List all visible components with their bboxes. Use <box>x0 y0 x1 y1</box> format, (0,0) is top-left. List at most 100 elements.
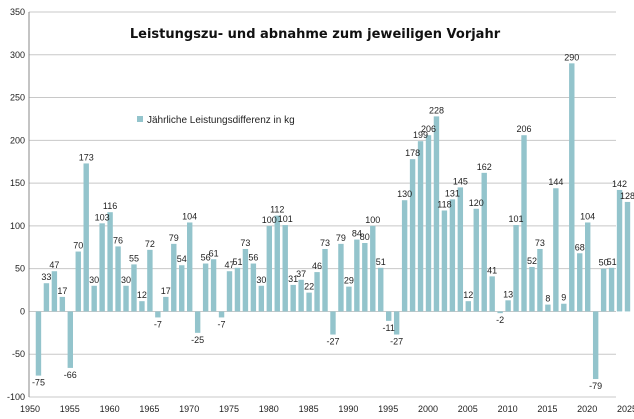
data-label: 12 <box>463 290 473 300</box>
y-tick-label: 250 <box>10 93 25 103</box>
data-label: 199 <box>413 130 428 140</box>
data-label: -66 <box>64 370 77 380</box>
bar <box>171 243 177 312</box>
bar <box>401 200 408 312</box>
bar <box>314 272 320 312</box>
data-label: 142 <box>612 179 627 189</box>
bar <box>147 249 153 312</box>
data-label: 13 <box>503 289 513 299</box>
bar <box>553 188 559 312</box>
data-label: 101 <box>509 214 524 224</box>
data-label: 100 <box>262 215 277 225</box>
bar <box>409 159 416 312</box>
data-label: -75 <box>32 378 45 388</box>
data-label: 100 <box>365 215 380 225</box>
bar <box>282 225 288 312</box>
legend-label: Jährliche Leistungsdifferenz in kg <box>147 115 295 126</box>
bar <box>250 263 257 312</box>
data-label: 47 <box>49 260 59 270</box>
bar <box>330 311 336 335</box>
bar <box>386 311 392 321</box>
y-tick-label: 350 <box>10 7 25 17</box>
bar <box>210 259 217 312</box>
bar <box>306 292 312 312</box>
bar <box>91 285 97 312</box>
x-tick-label: 2025 <box>617 404 634 414</box>
data-label: 12 <box>137 290 147 300</box>
bar <box>505 300 511 312</box>
data-label: 120 <box>469 198 484 208</box>
y-tick-label: 100 <box>10 221 25 231</box>
data-label: 51 <box>607 257 617 267</box>
bar <box>600 268 607 312</box>
bar <box>473 208 479 312</box>
bar <box>393 311 400 335</box>
bar <box>449 199 456 312</box>
bars <box>35 63 631 380</box>
bar <box>545 304 551 312</box>
bar <box>187 222 193 312</box>
bar <box>322 248 328 312</box>
data-label: -7 <box>218 319 226 329</box>
data-label: 29 <box>344 276 354 286</box>
data-label: -27 <box>390 337 403 347</box>
bar <box>155 311 161 318</box>
bar <box>75 251 81 312</box>
data-label: 9 <box>561 293 566 303</box>
x-tick-label: 1980 <box>259 404 279 414</box>
data-label: -7 <box>154 319 162 329</box>
x-tick-label: 2015 <box>537 404 557 414</box>
bar <box>433 116 440 312</box>
data-label: 76 <box>113 235 123 245</box>
data-label: 30 <box>256 275 266 285</box>
data-label: 73 <box>535 238 545 248</box>
bar <box>218 311 225 318</box>
bar <box>139 301 145 312</box>
data-label: 73 <box>320 238 330 248</box>
bar <box>624 201 631 312</box>
data-label: 79 <box>336 233 346 243</box>
bar <box>35 311 42 376</box>
bar <box>83 163 89 312</box>
x-tick-label: 1965 <box>139 404 159 414</box>
data-label: 145 <box>453 176 468 186</box>
bar <box>179 265 185 312</box>
data-label: -2 <box>496 315 504 325</box>
bar <box>59 296 66 312</box>
data-label: 52 <box>527 256 537 266</box>
data-label: 112 <box>270 205 284 215</box>
x-tick-label: 1950 <box>20 404 40 414</box>
x-tick-label: 1970 <box>179 404 199 414</box>
bar <box>51 271 58 312</box>
data-label: 131 <box>445 188 460 198</box>
data-label: 30 <box>89 275 99 285</box>
x-tick-label: 1995 <box>378 404 398 414</box>
data-label: -79 <box>589 381 602 391</box>
data-label: 50 <box>599 258 609 268</box>
data-label: 206 <box>517 124 532 134</box>
data-label: 130 <box>397 189 412 199</box>
x-axis-ticks: 1950 1955 1960 1965 1970 1975 1980 1985 1990 1995… <box>20 404 634 414</box>
bar <box>107 212 113 312</box>
bar <box>489 276 495 312</box>
data-label: 162 <box>477 162 492 172</box>
data-label: 46 <box>312 261 322 271</box>
bar <box>497 311 503 314</box>
y-tick-label: 0 <box>20 306 25 316</box>
bar <box>163 296 169 312</box>
bar <box>226 271 233 312</box>
data-label: 22 <box>304 282 314 292</box>
y-axis-ticks: -100 -50 0 50 100 150 200 250 300 350 <box>7 7 25 402</box>
bar <box>194 311 201 333</box>
y-tick-label: 50 <box>15 264 25 274</box>
data-label: 178 <box>405 148 420 158</box>
data-label: 70 <box>73 241 83 251</box>
data-label: 73 <box>240 238 250 248</box>
bar <box>370 225 376 312</box>
bar <box>577 253 583 312</box>
y-tick-label: 300 <box>10 50 25 60</box>
data-label: 37 <box>296 269 306 279</box>
x-tick-label: 1990 <box>338 404 358 414</box>
x-tick-label: 1960 <box>100 404 120 414</box>
